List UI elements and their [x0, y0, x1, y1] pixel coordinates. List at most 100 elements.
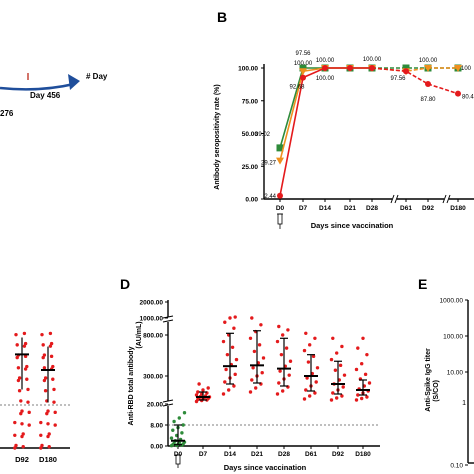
- panel-d-point: [223, 320, 227, 324]
- axis-break-1: [390, 194, 399, 204]
- panel-c-point: [52, 387, 56, 392]
- panel-d-point: [342, 373, 347, 377]
- panel-d-point: [227, 388, 231, 392]
- panel-d-point: [333, 368, 338, 372]
- panel-d-point: [304, 331, 308, 335]
- panel-d-point: [329, 357, 334, 362]
- panel-c-point: [19, 399, 23, 403]
- panel-d-ytick-label: 2000.00: [140, 300, 164, 307]
- panel-c-point: [20, 434, 24, 439]
- panel-c-point: [41, 355, 45, 360]
- panel-c-point: [49, 341, 54, 346]
- panel-d-xtick-label: D21: [251, 451, 263, 458]
- panel-d-point: [287, 373, 291, 377]
- panel-d-point: [329, 398, 334, 402]
- panel-b-ytick-label: 50.00: [242, 131, 259, 138]
- panel-d-point: [284, 346, 289, 350]
- panel-d-point: [221, 392, 226, 396]
- panel-c-point: [26, 400, 30, 404]
- panel-b-point-circle: [455, 90, 461, 97]
- panel-d-point: [257, 343, 262, 347]
- panel-d-point: [313, 391, 317, 395]
- panel-b-data-label: 39.02: [255, 132, 271, 138]
- panel-c-point: [23, 367, 28, 371]
- panel-d-point: [278, 369, 282, 373]
- panel-c-point: [42, 353, 47, 357]
- panel-d-axis-break-2: [162, 399, 174, 407]
- day-axis-label: # Day: [86, 72, 108, 81]
- panel-c-point: [53, 410, 57, 415]
- vaccination-syringe-icon: [277, 213, 283, 229]
- panel-d-point: [367, 381, 372, 385]
- panel-c-point: [39, 446, 43, 450]
- panel-b-ylabel: Antibody seropositivity rate (%): [214, 84, 221, 189]
- panel-c-point: [27, 410, 31, 415]
- panel-b-data-label: 100.00: [316, 58, 335, 64]
- panel-d-point: [171, 428, 175, 432]
- panel-b-xtick-label: D28: [366, 205, 378, 212]
- panel-c-point: [22, 331, 27, 336]
- panel-b-data-label: 80.4: [462, 95, 474, 101]
- panel-d-point: [356, 393, 360, 397]
- panel-c-tick-d92: D92: [15, 455, 29, 464]
- panel-d: D Anti-RBD total antibody (AU/mL) Days s…: [120, 276, 380, 472]
- panel-c-point: [42, 366, 47, 370]
- panel-b-xtick-label: D180: [450, 205, 466, 212]
- panel-d-point: [365, 395, 369, 399]
- panel-d-point: [340, 344, 344, 349]
- panel-c-point: [48, 331, 53, 336]
- panel-d-point: [306, 360, 311, 364]
- panel-b-point-triangle: [299, 68, 307, 76]
- panel-d-point: [172, 419, 176, 424]
- panel-d-point: [315, 366, 320, 370]
- panel-d-point: [233, 372, 237, 377]
- panel-b-series-line: [371, 67, 429, 85]
- panel-d-point: [305, 376, 309, 380]
- panel-c-point: [27, 423, 31, 427]
- panel-d-point: [356, 346, 360, 350]
- panel-d-ytick-label: 800.00: [143, 333, 163, 340]
- panel-a: # Day Day 456 276: [0, 72, 108, 118]
- panel-d-point: [361, 336, 365, 340]
- panel-e-letter: E: [418, 276, 427, 292]
- panel-d-point: [277, 381, 281, 385]
- panel-c-point: [14, 332, 18, 337]
- panel-e-yunit: (S/CO): [433, 380, 440, 402]
- panel-d-point: [261, 356, 266, 360]
- panel-d-point: [252, 349, 257, 354]
- panel-d-point: [331, 391, 335, 395]
- panel-c-point: [39, 433, 43, 437]
- panel-d-xlabel: Days since vaccination: [224, 463, 307, 472]
- panel-b-point-square: [299, 64, 307, 72]
- panel-d-ylabel: Anti-RBD total antibody: [128, 346, 135, 425]
- panel-d-point: [279, 352, 284, 357]
- panel-b-letter: B: [217, 9, 227, 25]
- panel-c-point: [42, 378, 47, 383]
- panel-c-point: [51, 377, 55, 381]
- panel-b-xtick-label: D7: [299, 205, 308, 212]
- panel-c-point: [19, 411, 23, 416]
- panel-d-point: [196, 390, 200, 394]
- panel-b-xtick-label: D14: [319, 205, 331, 212]
- panel-d-axis-break-1: [162, 315, 174, 323]
- panel-b-xtick-label: D21: [344, 205, 356, 212]
- panel-d-syringe-icon: [175, 454, 181, 468]
- panel-c: D92 D180: [0, 331, 70, 464]
- panel-d-point: [169, 436, 174, 440]
- panel-d-yunit: (AU/mL): [136, 321, 143, 348]
- panel-d-point: [308, 343, 312, 347]
- panel-c-point: [46, 409, 50, 413]
- panel-d-xtick-label: D28: [278, 451, 290, 458]
- panel-b-series-line: [427, 83, 459, 95]
- panel-c-point: [20, 422, 24, 426]
- panel-c-point: [46, 434, 50, 439]
- panel-d-point: [360, 396, 364, 401]
- panel-e-partial-tick: 1: [462, 400, 466, 407]
- panel-d-point: [275, 339, 280, 344]
- panel-d-ytick-label: 300.00: [143, 374, 163, 381]
- panel-c-point: [40, 332, 44, 337]
- panel-d-point: [197, 382, 201, 386]
- panel-c-point: [41, 343, 45, 347]
- panel-b-point-circle: [277, 192, 283, 199]
- panel-c-point: [53, 423, 57, 427]
